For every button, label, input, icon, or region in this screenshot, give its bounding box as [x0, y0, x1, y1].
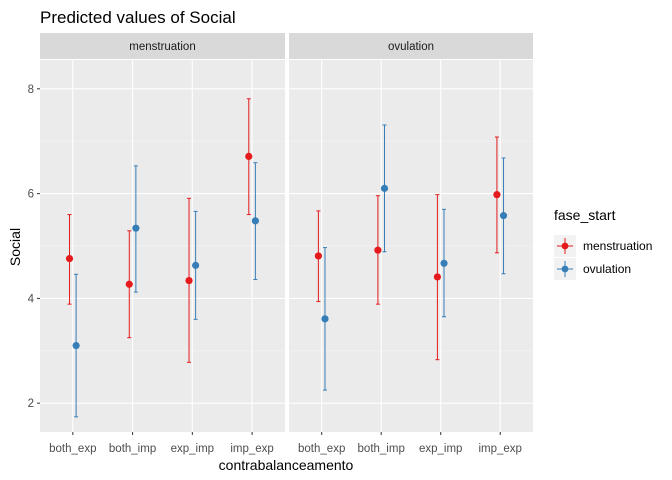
chart-title: Predicted values of Social — [40, 8, 236, 27]
data-point — [245, 152, 253, 161]
x-axis-title: contrabalanceamento — [219, 457, 354, 473]
facet-strip-label: menstruation — [129, 41, 195, 53]
x-tick-label: both_exp — [49, 443, 96, 455]
legend-label: ovulation — [583, 262, 631, 276]
data-point — [493, 191, 501, 199]
legend: fase_start menstruation ovulation — [554, 207, 652, 280]
legend-entry-ovulation: ovulation — [554, 258, 631, 280]
series-menstruation — [314, 136, 501, 361]
legend-key-point — [561, 242, 569, 250]
x-tick-label: imp_exp — [478, 443, 521, 455]
gridlines — [40, 60, 285, 432]
axes: both_exp both_imp exp_imp imp_exp both_exp bo… — [28, 84, 522, 455]
panels: menstruation ovulation — [40, 33, 533, 432]
x-tick-label: exp_imp — [171, 443, 214, 455]
data-point — [440, 259, 448, 267]
legend-label: menstruation — [583, 239, 652, 253]
x-tick-label: both_exp — [298, 443, 345, 455]
y-tick-label: 6 — [28, 189, 34, 201]
data-point — [185, 276, 193, 285]
data-point — [380, 184, 389, 192]
facet-strip-label: ovulation — [388, 41, 434, 53]
data-point — [251, 217, 259, 225]
data-point — [314, 252, 322, 260]
y-tick-label: 4 — [28, 293, 35, 305]
facet-panel-menstruation: menstruation — [40, 33, 285, 432]
x-tick-label: imp_exp — [230, 443, 273, 455]
series-menstruation — [65, 98, 253, 363]
data-point — [433, 273, 442, 281]
data-point — [192, 261, 200, 269]
legend-title: fase_start — [554, 207, 616, 223]
facet-strip — [289, 33, 533, 59]
facet-strip — [40, 33, 285, 59]
legend-key-point — [561, 265, 569, 273]
y-tick-label: 2 — [28, 398, 34, 410]
x-tick-label: both_imp — [358, 443, 405, 455]
data-point — [132, 224, 140, 232]
legend-entry-menstruation: menstruation — [554, 235, 652, 257]
data-point — [125, 280, 133, 288]
data-point — [72, 341, 80, 350]
y-axis-title: Social — [7, 228, 23, 266]
gridlines — [289, 60, 533, 432]
y-tick-label: 8 — [28, 84, 34, 96]
facet-panel-ovulation: ovulation — [289, 33, 533, 432]
x-tick-label: exp_imp — [419, 443, 462, 455]
data-point — [321, 315, 329, 323]
data-point — [374, 246, 382, 254]
x-tick-label: both_imp — [109, 443, 156, 455]
series-ovulation — [72, 162, 259, 418]
data-point — [65, 254, 74, 263]
data-point — [499, 212, 508, 220]
series-ovulation — [321, 124, 508, 391]
